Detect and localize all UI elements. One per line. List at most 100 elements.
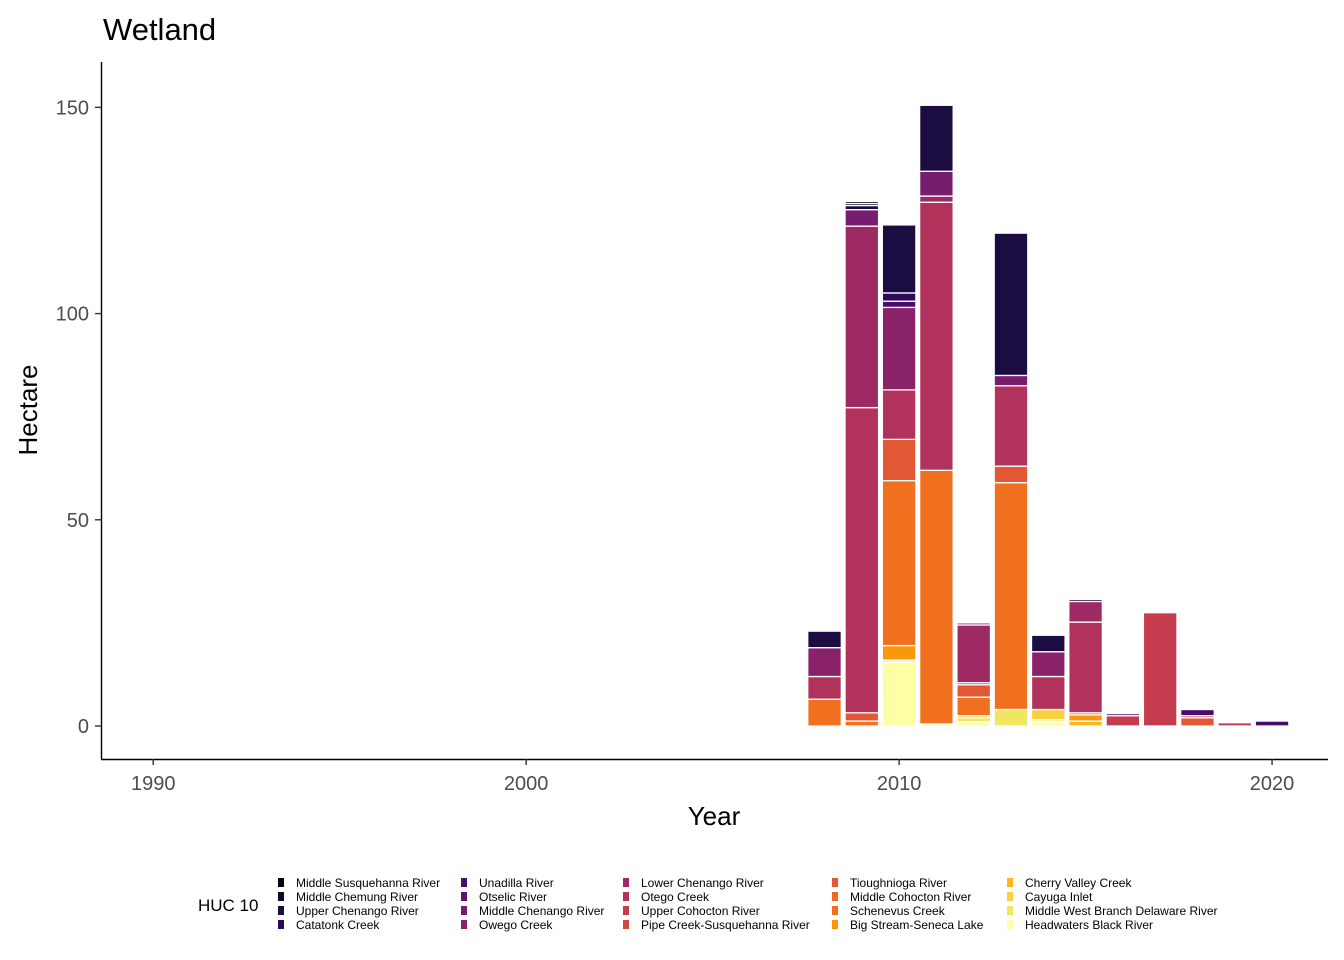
legend-label: Middle West Branch Delaware River	[1025, 904, 1218, 918]
legend-swatch	[278, 906, 284, 915]
legend-swatch	[832, 892, 838, 901]
y-tick-label: 100	[56, 304, 89, 326]
bar-segment	[1068, 714, 1104, 722]
legend-title: HUC 10	[198, 896, 258, 915]
legend-label: Headwaters Black River	[1025, 918, 1153, 932]
bar-segment	[1180, 717, 1215, 727]
x-tick-label: 2010	[877, 773, 922, 795]
bar-segment	[918, 195, 954, 203]
bar-segment	[993, 465, 1029, 484]
legend-swatch	[278, 892, 284, 901]
bar-segment	[918, 170, 954, 197]
bar-segment	[881, 438, 917, 482]
bar-segment	[993, 708, 1029, 727]
legend-swatch	[461, 878, 467, 887]
bar-segment	[881, 306, 917, 391]
y-tick-label: 150	[56, 97, 89, 119]
x-ticks: 1990 2000 2010 2020	[131, 759, 1294, 795]
legend-label: Cherry Valley Creek	[1025, 876, 1132, 890]
bar-segment	[844, 406, 880, 714]
bar-segment	[844, 712, 880, 722]
bar-segment	[993, 232, 1029, 377]
bar-segment	[956, 624, 992, 684]
bar-segment	[881, 224, 917, 294]
bar-segment	[956, 696, 992, 717]
bar-segment	[844, 200, 880, 205]
bars	[807, 104, 1290, 727]
legend-label: Unadilla River	[479, 876, 554, 890]
x-tick-label: 2020	[1250, 773, 1295, 795]
legend-swatch	[623, 920, 629, 929]
legend-swatch	[461, 906, 467, 915]
legend-label: Upper Chenango River	[296, 904, 419, 918]
bar-segment	[956, 684, 992, 698]
legend-swatch	[278, 878, 284, 887]
bar-segment	[1105, 715, 1141, 727]
legend-label: Upper Cohocton River	[641, 904, 760, 918]
bar-segment	[1105, 712, 1141, 717]
bar-segment	[881, 479, 917, 647]
legend-label: Middle Chenango River	[479, 904, 604, 918]
legend-swatch	[832, 920, 838, 929]
bar-segment	[807, 646, 842, 678]
bar-segment	[1068, 598, 1104, 603]
bar-segment	[1068, 600, 1104, 623]
legend-label: Owego Creek	[479, 918, 553, 932]
legend-label: Catatonk Creek	[296, 918, 380, 932]
y-tick-label: 50	[67, 510, 89, 532]
bar-segment	[844, 720, 880, 727]
bar-segment	[807, 698, 842, 727]
x-tick-label: 1990	[131, 773, 176, 795]
legend-swatch	[1007, 906, 1013, 915]
bar-segment	[881, 644, 917, 661]
bar-segment	[1030, 675, 1066, 711]
bar-segment	[1180, 708, 1215, 717]
bar-segment	[807, 675, 842, 700]
legend-label: Middle Cohocton River	[850, 890, 971, 904]
x-tick-label: 2000	[504, 773, 549, 795]
legend-swatch	[623, 906, 629, 915]
legend-label: Big Stream-Seneca Lake	[850, 918, 984, 932]
bar-segment	[993, 482, 1029, 711]
bar-segment	[844, 208, 880, 227]
legend-swatch	[461, 920, 467, 929]
legend-label: Middle Chemung River	[296, 890, 418, 904]
y-tick-label: 0	[78, 716, 89, 738]
y-axis-title: Hectare	[13, 364, 43, 455]
bar-segment	[1217, 722, 1253, 727]
bar-segment	[956, 622, 992, 626]
bar-segment	[1068, 621, 1104, 714]
bar-segment	[807, 630, 842, 649]
x-axis-title: Year	[688, 801, 741, 831]
bar-segment	[1254, 720, 1290, 727]
bar-segment	[1142, 610, 1178, 614]
bar-segment	[918, 201, 954, 471]
legend-label: Middle Susquehanna River	[296, 876, 440, 890]
legend-swatch	[461, 892, 467, 901]
legend-swatch	[1007, 878, 1013, 887]
bar-segment	[1142, 611, 1178, 727]
legend-label: Otego Creek	[641, 890, 710, 904]
legend-swatch	[832, 878, 838, 887]
legend-swatch	[623, 892, 629, 901]
y-ticks: 0 50 100 150	[56, 97, 101, 738]
legend-label: Cayuga Inlet	[1025, 890, 1093, 904]
bar-segment	[844, 225, 880, 409]
bar-segment	[993, 374, 1029, 387]
bar-segment	[1030, 634, 1066, 653]
bar-segment	[881, 661, 917, 727]
legend-label: Tioughnioga River	[850, 876, 947, 890]
bar-segment	[881, 389, 917, 441]
bar-segment	[1030, 708, 1066, 721]
legend-swatch	[832, 906, 838, 915]
bar-segment	[881, 300, 917, 309]
legend-label: Schenevus Creek	[850, 904, 946, 918]
bar-segment	[918, 104, 954, 172]
legend-label: Otselic River	[479, 890, 547, 904]
bar-segment	[1030, 651, 1066, 678]
chart-title: Wetland	[103, 12, 216, 47]
legend-swatch	[1007, 920, 1013, 929]
